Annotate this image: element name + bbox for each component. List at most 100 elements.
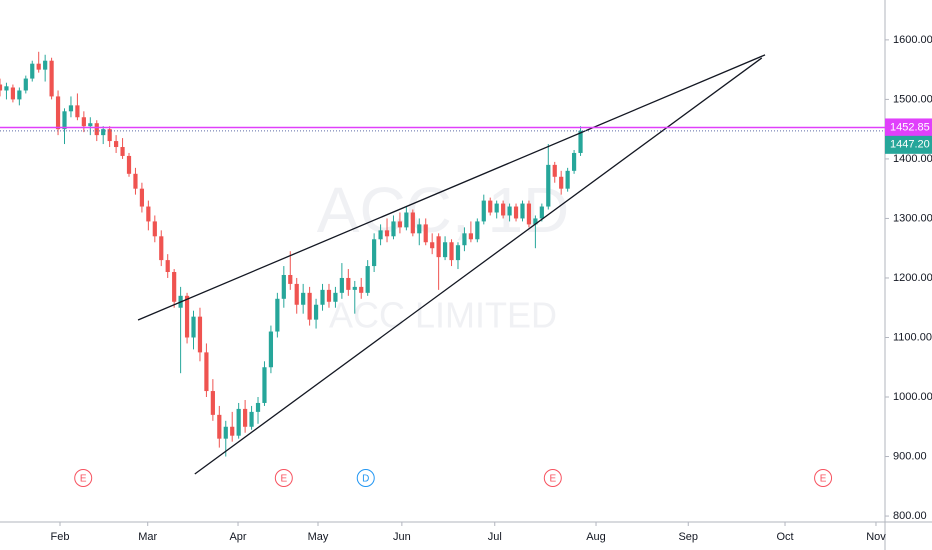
candle-body <box>455 245 461 261</box>
x-tick-label: Oct <box>776 531 793 543</box>
candle-body <box>313 304 319 320</box>
candle-body <box>4 86 9 91</box>
candle-body <box>268 331 274 368</box>
candle-body <box>526 203 532 225</box>
y-tick-label: 1100.00 <box>893 331 932 343</box>
candle-body <box>462 233 467 246</box>
y-tick-label: 1400.00 <box>893 153 932 165</box>
candle-body <box>571 152 577 171</box>
candle-body <box>159 236 164 261</box>
candle-body <box>223 426 228 439</box>
trend-line <box>137 54 766 321</box>
candle-body <box>320 289 325 305</box>
candle-body <box>533 218 538 225</box>
candle-body <box>565 170 570 189</box>
candle-body <box>81 117 86 127</box>
candle-body <box>391 221 396 237</box>
candle-body <box>184 295 190 338</box>
candle-body <box>481 200 486 222</box>
candle-body <box>365 266 370 293</box>
candle-body <box>120 147 125 156</box>
candle-body <box>10 87 16 100</box>
alert-label: 1452.85 <box>890 121 930 133</box>
candle-body <box>101 129 106 136</box>
trend-line <box>194 57 763 475</box>
candle-body <box>352 286 357 290</box>
candle-body <box>423 224 428 243</box>
candle-body <box>165 260 170 273</box>
candle-body <box>255 402 261 412</box>
candle-body <box>243 408 248 427</box>
event-marker <box>74 469 93 487</box>
candle-body <box>501 203 506 216</box>
x-tick-label: Aug <box>586 531 606 543</box>
event-label: E <box>80 474 87 485</box>
candle-body <box>417 224 422 234</box>
candle-body <box>146 206 151 222</box>
candle-body <box>333 292 338 302</box>
watermark-symbol: ACC, 1D <box>317 174 570 246</box>
y-tick-label: 800.00 <box>893 510 927 522</box>
candle-body <box>88 123 93 127</box>
candle-body <box>404 212 409 228</box>
y-tick-label: 1000.00 <box>893 391 932 403</box>
candle-body <box>210 391 215 415</box>
candle-body <box>94 123 99 136</box>
candle-body <box>301 292 306 305</box>
event-marker <box>814 469 833 487</box>
last-price-label: 1447.20 <box>890 139 930 151</box>
candle-body <box>236 408 241 436</box>
candle-body <box>488 200 493 213</box>
candle-body <box>384 230 390 237</box>
candle-body <box>230 426 235 436</box>
candle-body <box>449 242 454 261</box>
alert-label-box <box>885 118 932 137</box>
candle-body <box>43 60 48 70</box>
candle-body <box>359 286 364 293</box>
y-tick-label: 1500.00 <box>893 93 932 105</box>
candle-body <box>68 105 74 112</box>
candle-body <box>307 292 312 320</box>
candle-body <box>430 242 435 249</box>
event-marker <box>356 469 375 487</box>
x-tick-label: Jul <box>488 531 502 543</box>
candle-body <box>172 272 177 302</box>
candle-body <box>507 206 512 216</box>
candle-body <box>552 164 557 177</box>
candle-body <box>107 129 112 142</box>
candle-body <box>346 277 351 290</box>
candle-body <box>281 274 286 299</box>
candle-body <box>288 274 293 284</box>
candle-body <box>262 367 267 403</box>
candle-body <box>339 277 344 293</box>
candle-body <box>397 221 403 228</box>
y-tick-label: 1200.00 <box>893 272 932 284</box>
x-tick-label: Mar <box>138 531 157 543</box>
event-marker <box>543 469 562 487</box>
y-tick-label: 900.00 <box>893 450 927 462</box>
y-tick-label: 1300.00 <box>893 212 932 224</box>
candle-body <box>114 141 119 148</box>
event-marker <box>274 469 293 487</box>
candle-body <box>17 90 22 100</box>
candle-body <box>0 84 3 91</box>
x-tick-label: Apr <box>229 531 246 543</box>
candle-body <box>475 221 480 240</box>
candle-body <box>436 236 441 258</box>
y-tick-label: 1600.00 <box>893 34 932 46</box>
x-tick-label: Feb <box>51 531 70 543</box>
candle-body <box>49 60 54 97</box>
candle-body <box>75 105 80 118</box>
candle-body <box>139 188 145 207</box>
candle-body <box>578 130 583 153</box>
candle-body <box>410 212 415 234</box>
last-price-box <box>885 135 932 154</box>
candle-body <box>539 206 544 219</box>
candle-body <box>36 63 41 70</box>
candle-body <box>55 96 61 130</box>
event-label: E <box>820 474 827 485</box>
candle-body <box>468 233 473 240</box>
candle-body <box>126 155 132 174</box>
x-tick-label: May <box>308 531 329 543</box>
